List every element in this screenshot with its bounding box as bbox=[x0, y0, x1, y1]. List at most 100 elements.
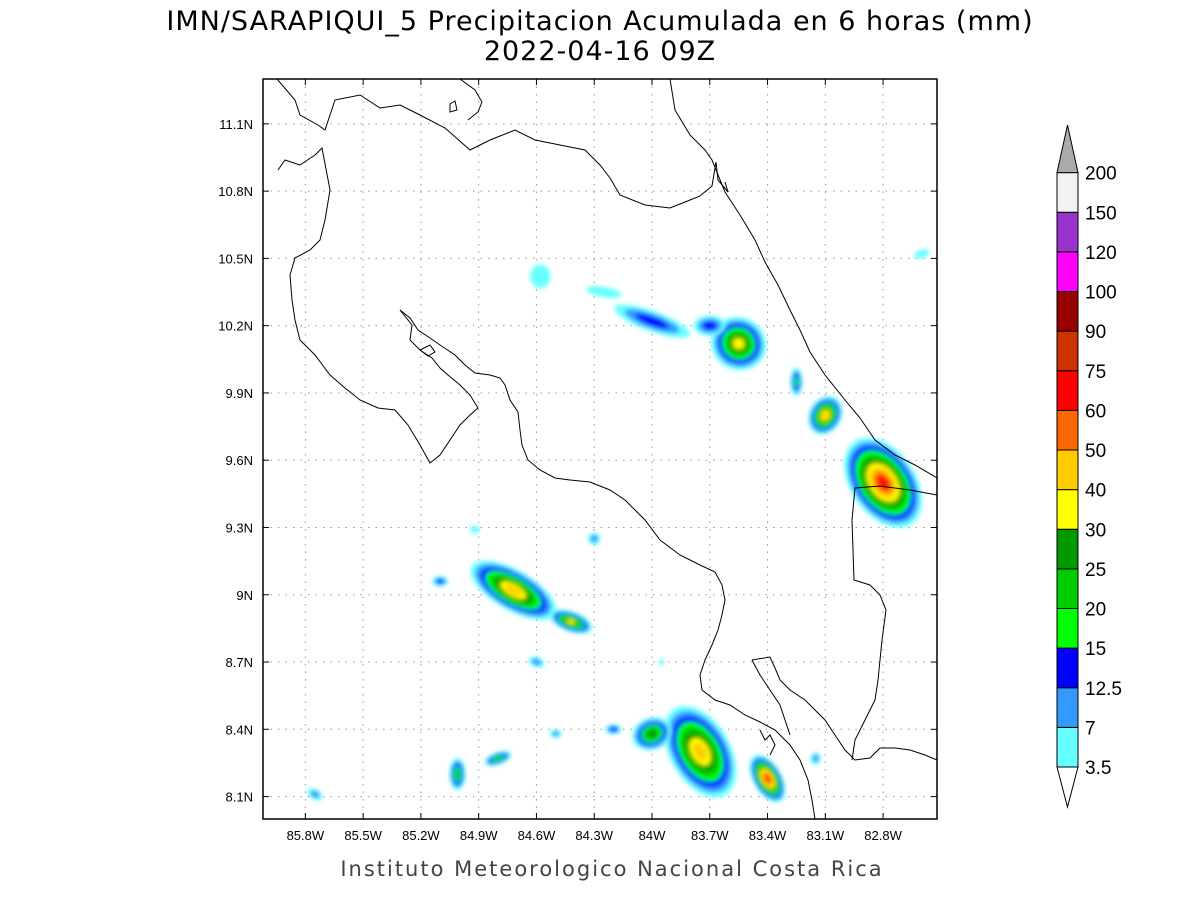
colorbar-swatch bbox=[1056, 726, 1079, 768]
lon-tick-label: 83.4W bbox=[749, 828, 787, 843]
precip-cell bbox=[664, 705, 737, 798]
map-background bbox=[263, 79, 937, 819]
precip-cell bbox=[810, 752, 821, 765]
precip-cell bbox=[528, 656, 545, 668]
panama-border bbox=[851, 485, 937, 761]
lon-tick-label: 84W bbox=[639, 828, 666, 843]
lat-tick-label: 10.8N bbox=[218, 184, 253, 199]
precip-cell bbox=[844, 437, 922, 528]
precip-contour-7 bbox=[310, 790, 320, 798]
lon-tick-label: 84.3W bbox=[575, 828, 613, 843]
golfo-dulce-inner bbox=[759, 729, 776, 756]
colorbar-swatch bbox=[1056, 251, 1079, 292]
lat-tick-label: 10.5N bbox=[218, 251, 253, 266]
colorbar-label: 25 bbox=[1085, 560, 1106, 581]
lat-tick-label: 9.9N bbox=[226, 386, 253, 401]
lake-nicaragua-edge bbox=[459, 79, 483, 121]
colorbar-swatch bbox=[1056, 687, 1079, 728]
colorbar-label: 100 bbox=[1085, 283, 1117, 304]
precip-contour-12_5 bbox=[609, 727, 618, 732]
precip-cell bbox=[658, 659, 665, 666]
colorbar-legend: 3.5 7 12.5 15 20 25 30 40 50 60 75 90 100 120 150 200 bbox=[1056, 124, 1122, 809]
colorbar-swatch-top-arrow bbox=[1056, 124, 1079, 174]
precip-cell bbox=[605, 724, 622, 735]
colorbar-swatch bbox=[1056, 409, 1079, 451]
lon-tick-label: 82.8W bbox=[864, 828, 902, 843]
lon-tick-label: 84.9W bbox=[460, 828, 498, 843]
lon-tick-label: 84.6W bbox=[518, 828, 556, 843]
colorbar-label: 40 bbox=[1085, 481, 1106, 502]
precip-cell bbox=[632, 717, 672, 751]
lon-tick-label: 83.7W bbox=[691, 828, 729, 843]
precipitation-field bbox=[307, 249, 930, 803]
colorbar-swatch bbox=[1056, 489, 1079, 530]
precip-cell bbox=[790, 367, 803, 396]
colorbar-swatch bbox=[1056, 291, 1079, 332]
colorbar-label: 120 bbox=[1085, 243, 1117, 264]
colorbar-swatch bbox=[1056, 211, 1079, 253]
lat-tick-label: 8.4N bbox=[226, 722, 253, 737]
precip-contour-3_5 bbox=[913, 249, 930, 259]
latitude-axis: 11.1N 10.8N 10.5N 10.2N 9.9N 9.6N 9.3N 9N 8.7N 8.… bbox=[218, 117, 937, 805]
lat-tick-label: 10.2N bbox=[218, 319, 253, 334]
precip-cell bbox=[470, 560, 557, 620]
precip-contour-3_5 bbox=[658, 659, 665, 666]
colorbar-label: 20 bbox=[1085, 600, 1106, 621]
lat-tick-label: 9.3N bbox=[226, 520, 253, 535]
map-title: IMN/SARAPIQUI_5 Precipitacion Acumulada … bbox=[166, 6, 1033, 37]
colorbar-swatch bbox=[1056, 647, 1079, 689]
coastlines-and-borders bbox=[276, 79, 937, 819]
lake-island bbox=[449, 100, 458, 113]
osa-inner-coast bbox=[751, 659, 791, 736]
colorbar-label: 7 bbox=[1085, 718, 1096, 739]
nicoya-gulf-coast bbox=[399, 309, 816, 819]
precip-contour-30 bbox=[732, 338, 745, 350]
precip-cell bbox=[307, 788, 323, 801]
colorbar-label: 12.5 bbox=[1085, 679, 1122, 700]
colorbar-label: 3.5 bbox=[1085, 758, 1111, 779]
precip-contour-7 bbox=[590, 534, 598, 543]
precip-cell bbox=[749, 755, 786, 803]
precip-contour-3_5 bbox=[530, 264, 551, 289]
lon-tick-label: 83.1W bbox=[807, 828, 845, 843]
precip-contour-3_5 bbox=[469, 525, 480, 534]
precip-cell bbox=[530, 264, 551, 289]
colorbar-swatch bbox=[1056, 528, 1079, 570]
precip-cell bbox=[432, 576, 449, 587]
osa-peninsula-coast bbox=[751, 656, 937, 761]
lon-tick-label: 85.8W bbox=[287, 828, 325, 843]
colorbar-label: 15 bbox=[1085, 639, 1106, 660]
precip-cell bbox=[693, 315, 726, 336]
colorbar-bottom-arrow bbox=[1056, 766, 1079, 809]
precip-contour-15 bbox=[794, 376, 799, 387]
precip-cell bbox=[550, 609, 593, 634]
precip-cell bbox=[449, 758, 466, 791]
lon-tick-label: 85.2W bbox=[402, 828, 440, 843]
precip-contour-40 bbox=[822, 411, 829, 419]
colorbar-swatch bbox=[1056, 568, 1079, 609]
precip-contour-7 bbox=[552, 731, 560, 737]
nicaragua-coastline bbox=[276, 79, 729, 209]
colorbar-label: 150 bbox=[1085, 203, 1117, 224]
precip-contour-20 bbox=[494, 756, 502, 761]
precip-contour-25 bbox=[647, 729, 657, 738]
precip-cell bbox=[469, 525, 480, 534]
nicaragua-costa-rica-border bbox=[277, 146, 479, 464]
lat-tick-label: 8.7N bbox=[226, 655, 253, 670]
precip-contour-60 bbox=[764, 775, 771, 783]
caribbean-coastline bbox=[669, 79, 937, 479]
precip-cell bbox=[549, 729, 562, 738]
colorbar-swatch bbox=[1056, 172, 1079, 213]
precip-cell bbox=[913, 249, 930, 259]
precip-contour-7 bbox=[812, 754, 819, 763]
map-frame bbox=[262, 78, 938, 820]
colorbar-label: 50 bbox=[1085, 441, 1106, 462]
colorbar-swatch bbox=[1056, 330, 1079, 372]
map-plot-area: 85.8W 85.5W 85.2W 84.9W 84.6W 84.3W 84W 83.7W 83… bbox=[218, 78, 938, 843]
precip-cell bbox=[586, 286, 622, 298]
lon-tick-label: 85.5W bbox=[344, 828, 382, 843]
colorbar-label: 75 bbox=[1085, 362, 1106, 383]
precip-contour-40 bbox=[505, 584, 522, 596]
precip-cell bbox=[484, 751, 512, 766]
lake-arenal-outline bbox=[419, 344, 436, 357]
